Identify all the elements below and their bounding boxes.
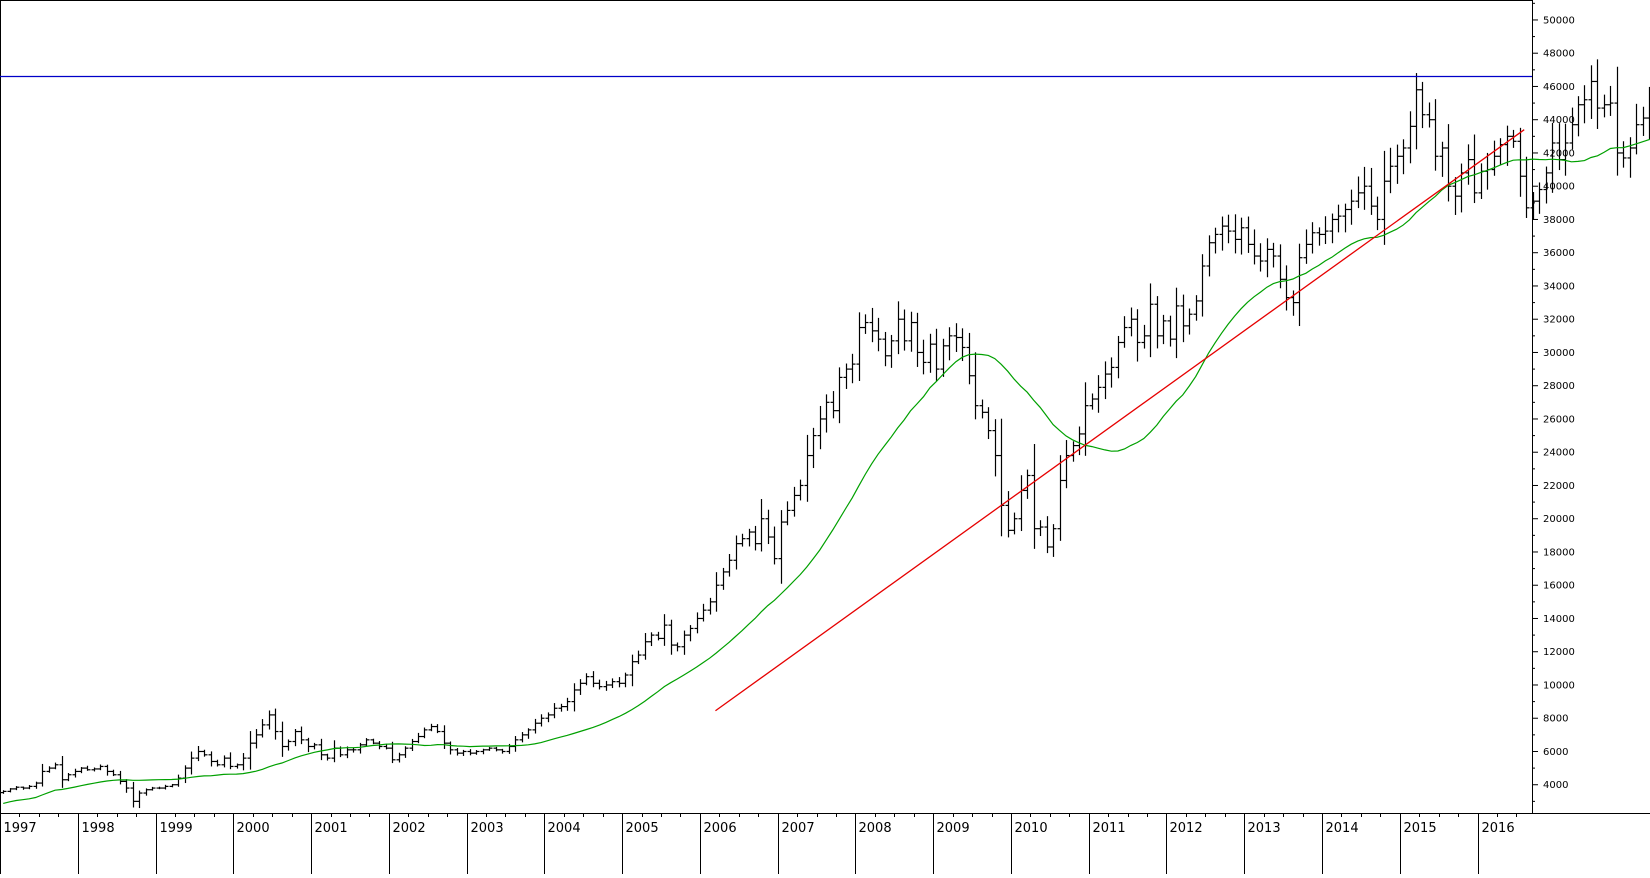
- x-tick-label: 1999: [160, 821, 193, 836]
- y-tick-label: 30000: [1543, 348, 1575, 359]
- y-tick-label: 18000: [1543, 547, 1575, 558]
- y-tick-label: 44000: [1543, 115, 1575, 126]
- x-tick-label: 2008: [859, 821, 892, 836]
- x-tick-label: 2002: [393, 821, 426, 836]
- y-tick-label: 12000: [1543, 647, 1575, 658]
- y-tick-label: 28000: [1543, 381, 1575, 392]
- x-tick-label: 2009: [937, 821, 970, 836]
- y-tick-label: 10000: [1543, 680, 1575, 691]
- y-tick-label: 8000: [1543, 714, 1568, 725]
- x-tick-label: 2015: [1404, 821, 1437, 836]
- x-tick-label: 2007: [782, 821, 815, 836]
- y-tick-label: 26000: [1543, 414, 1575, 425]
- y-tick-label: 40000: [1543, 182, 1575, 193]
- y-tick-label: 24000: [1543, 448, 1575, 459]
- x-tick-label: 2010: [1015, 821, 1048, 836]
- y-tick-label: 20000: [1543, 514, 1575, 525]
- y-tick-label: 32000: [1543, 315, 1575, 326]
- x-tick-label: 2004: [548, 821, 581, 836]
- x-tick-label: 1998: [82, 821, 115, 836]
- x-tick-label: 2000: [237, 821, 270, 836]
- y-tick-label: 48000: [1543, 49, 1575, 60]
- x-tick-label: 2013: [1248, 821, 1281, 836]
- y-tick-label: 34000: [1543, 281, 1575, 292]
- x-tick-label: 2006: [704, 821, 737, 836]
- y-tick-label: 4000: [1543, 780, 1568, 791]
- x-tick-label: 2016: [1482, 821, 1515, 836]
- x-tick-label: 2003: [471, 821, 504, 836]
- x-tick-label: 2014: [1326, 821, 1359, 836]
- y-tick-label: 46000: [1543, 82, 1575, 93]
- x-tick-label: 2005: [626, 821, 659, 836]
- y-tick-label: 38000: [1543, 215, 1575, 226]
- x-tick-label: 1997: [4, 821, 37, 836]
- x-tick-label: 2012: [1170, 821, 1203, 836]
- y-tick-label: 50000: [1543, 15, 1575, 26]
- y-tick-label: 22000: [1543, 481, 1575, 492]
- x-tick-label: 2001: [315, 821, 348, 836]
- y-tick-label: 14000: [1543, 614, 1575, 625]
- y-tick-label: 42000: [1543, 148, 1575, 159]
- y-tick-label: 6000: [1543, 747, 1568, 758]
- y-tick-label: 36000: [1543, 248, 1575, 259]
- x-tick-label: 2011: [1093, 821, 1126, 836]
- y-tick-label: 16000: [1543, 581, 1575, 592]
